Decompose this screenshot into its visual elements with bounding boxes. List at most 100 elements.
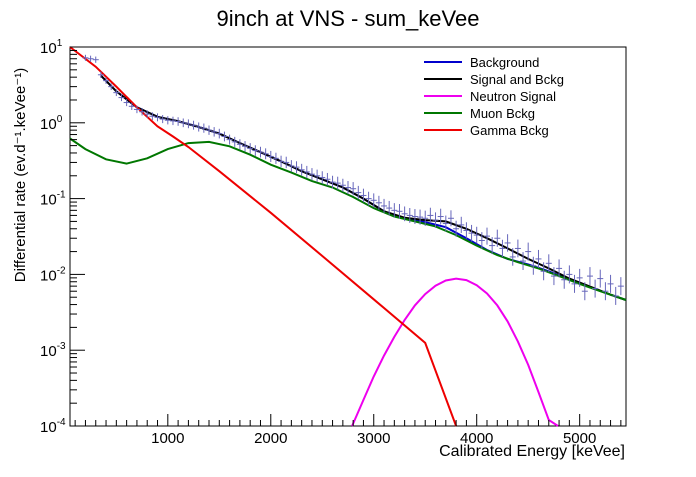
data-point [504, 234, 511, 252]
data-point [612, 286, 619, 305]
data-point [128, 102, 135, 110]
y-tick-label: 10-3 [40, 341, 66, 360]
data-point [345, 180, 351, 195]
data-point [545, 254, 552, 273]
data-point [463, 222, 470, 239]
data-point [200, 123, 207, 133]
data-point [458, 216, 465, 233]
data-point [406, 208, 413, 223]
data-point [422, 210, 429, 226]
data-point [293, 161, 300, 174]
data-point [540, 262, 547, 281]
data-point [447, 210, 454, 227]
data-point [113, 89, 120, 97]
data-point [164, 116, 171, 125]
data-point [226, 134, 233, 145]
data-point [123, 98, 130, 107]
data-point [221, 131, 228, 142]
y-tick-label: 10-1 [40, 190, 66, 209]
data-point [391, 203, 398, 218]
y-tick-label: 101 [40, 38, 63, 57]
data-point [442, 215, 449, 232]
y-tick-label: 100 [40, 114, 63, 133]
data-point [365, 191, 372, 206]
data-point [514, 239, 521, 258]
legend-entry: Signal and Bckg [470, 72, 564, 87]
data-point [103, 77, 110, 84]
legend-entry: Background [470, 55, 539, 70]
y-tick-label: 10-2 [40, 265, 66, 284]
data-point [386, 200, 393, 216]
data-point [87, 55, 94, 62]
data-point [437, 208, 444, 225]
data-point [118, 94, 125, 102]
x-tick-label: 1000 [151, 430, 184, 447]
data-point [484, 227, 490, 245]
data-point [576, 268, 583, 287]
data-points [82, 54, 624, 305]
x-axis-label: Calibrated Energy [keVee] [439, 443, 625, 460]
data-point [566, 265, 573, 284]
data-point [396, 204, 403, 219]
data-point [190, 120, 197, 130]
data-point [169, 116, 176, 126]
series-line-1 [100, 74, 627, 301]
data-point [242, 141, 249, 152]
data-point [525, 242, 532, 261]
x-tick-label: 5000 [563, 430, 596, 447]
data-point [494, 229, 501, 247]
data-point [530, 256, 537, 275]
data-point [489, 237, 496, 255]
data-point [520, 252, 527, 271]
data-point [581, 282, 588, 301]
legend-entry: Muon Bckg [470, 106, 535, 121]
data-point [417, 209, 424, 225]
data-point [144, 110, 151, 119]
data-point [267, 150, 274, 162]
data-point [139, 107, 146, 116]
data-point [262, 148, 269, 160]
data-point [550, 267, 557, 286]
data-point [427, 207, 434, 224]
data-point [602, 282, 609, 301]
data-point [370, 193, 377, 208]
data-point [185, 119, 192, 129]
data-point [561, 270, 568, 289]
x-tick-label: 3000 [357, 430, 390, 447]
x-tick-label: 4000 [460, 430, 493, 447]
data-point [288, 160, 295, 172]
legend-entry: Neutron Signal [470, 89, 556, 104]
data-point [159, 115, 166, 124]
data-point [252, 145, 259, 156]
x-axis-ticks: 1000 2000 3000 4000 5000 [74, 414, 622, 447]
data-point [133, 105, 140, 114]
data-point [597, 269, 604, 288]
data-point [272, 152, 279, 164]
data-point [278, 155, 285, 168]
data-point [360, 188, 367, 203]
series-line-2 [351, 277, 559, 427]
data-point [473, 226, 480, 244]
data-point [453, 220, 460, 237]
data-point [257, 146, 264, 158]
data-point [586, 267, 593, 286]
data-point [180, 118, 187, 128]
series-line-4 [69, 46, 458, 427]
data-point [617, 277, 624, 296]
data-point [231, 136, 238, 147]
data-point [571, 274, 578, 293]
legend-entry: Gamma Bckg [470, 123, 549, 138]
data-point [478, 232, 485, 249]
data-point [334, 176, 341, 190]
y-axis-label: Differential rate (ev.d⁻¹.keVee⁻¹) [12, 68, 29, 283]
data-point [468, 224, 475, 242]
data-point [319, 171, 326, 184]
data-point [535, 249, 542, 268]
x-tick-label: 2000 [254, 430, 287, 447]
data-point [432, 212, 439, 228]
data-point [236, 139, 243, 150]
data-point [375, 195, 382, 210]
data-point [355, 185, 362, 200]
data-point [247, 143, 254, 154]
